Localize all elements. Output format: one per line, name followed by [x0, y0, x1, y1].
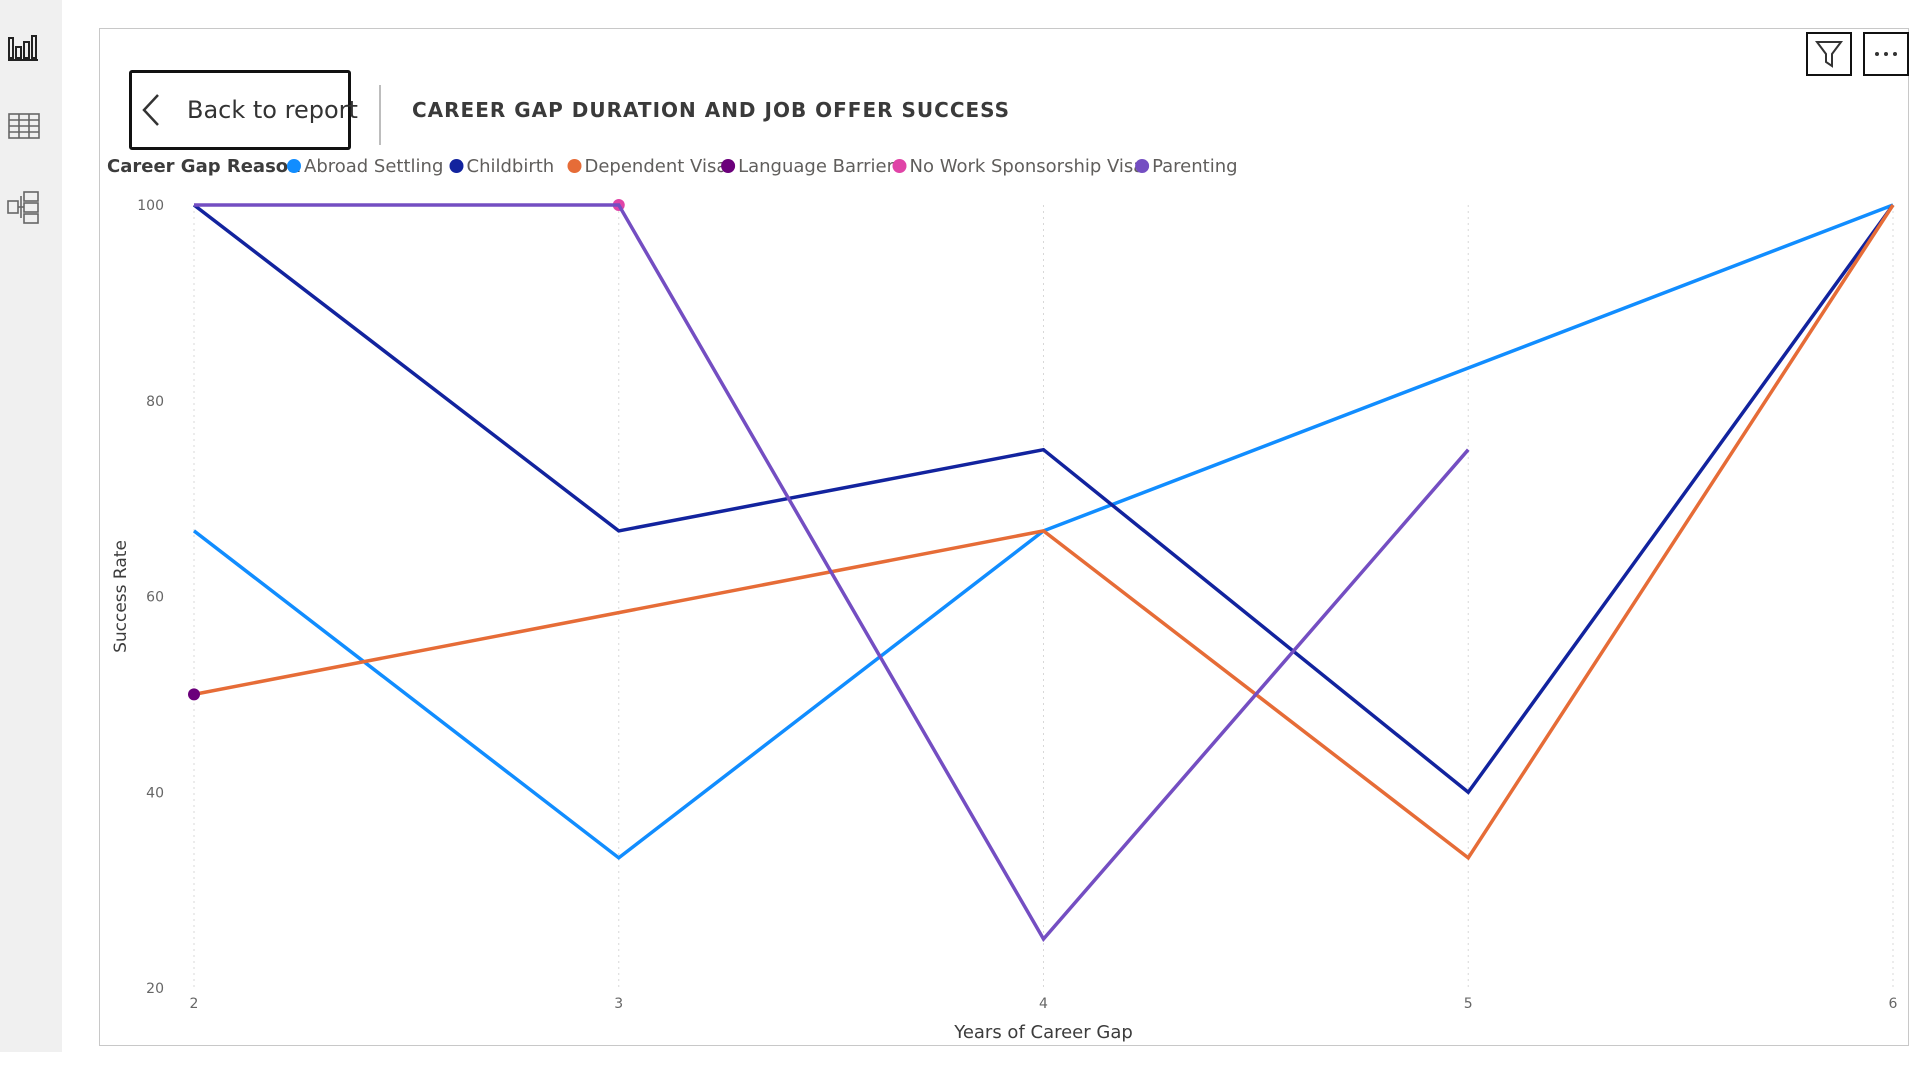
model-view-icon[interactable] — [7, 190, 41, 224]
x-tick-label: 3 — [614, 996, 623, 1012]
y-tick-label: 100 — [137, 198, 164, 214]
more-options-icon — [1875, 52, 1897, 56]
left-navigation-rail — [0, 0, 62, 1052]
x-tick-label: 5 — [1464, 996, 1473, 1012]
series-line-abroad-settling[interactable] — [192, 203, 1894, 861]
legend-marker[interactable] — [721, 159, 736, 173]
back-button-label: Back to report — [187, 96, 358, 124]
report-view-icon[interactable] — [7, 30, 41, 64]
legend-marker[interactable] — [892, 159, 907, 173]
x-axis-title: Years of Career Gap — [953, 1022, 1133, 1043]
series-line-parenting[interactable] — [194, 203, 1470, 943]
header-divider — [379, 85, 381, 145]
x-tick-label: 6 — [1889, 996, 1898, 1012]
series-line-childbirth[interactable] — [192, 203, 1895, 795]
y-tick-label: 80 — [146, 394, 164, 410]
legend-item[interactable]: Language Barrier — [738, 156, 894, 177]
x-tick-label: 4 — [1039, 996, 1048, 1012]
filter-icon — [1815, 41, 1843, 68]
x-tick-label: 2 — [190, 996, 199, 1012]
legend-title: Career Gap Reason — [107, 156, 301, 177]
visual-card: Back to report CAREER GAP DURATION AND J… — [99, 28, 1909, 1046]
y-tick-label: 60 — [146, 590, 164, 606]
y-tick-label: 40 — [146, 785, 164, 801]
more-options-button[interactable] — [1863, 32, 1909, 76]
legend-marker[interactable] — [1135, 159, 1150, 173]
legend-item[interactable]: No Work Sponsorship Visa — [910, 156, 1145, 177]
legend-item[interactable]: Dependent Visa — [585, 156, 728, 177]
legend-item[interactable]: Childbirth — [467, 156, 555, 177]
legend-marker[interactable] — [287, 159, 301, 173]
y-axis-title: Success Rate — [111, 540, 131, 653]
legend-marker[interactable] — [567, 159, 582, 173]
line-chart: Career Gap Reason Abroad Settling Childbir… — [107, 156, 1898, 1043]
legend-item[interactable]: Abroad Settling — [304, 156, 443, 177]
chevron-left-icon — [142, 94, 159, 126]
legend-item[interactable]: Parenting — [1152, 156, 1237, 177]
filter-button[interactable] — [1806, 32, 1852, 76]
chart-title: CAREER GAP DURATION AND JOB OFFER SUCCES… — [412, 98, 1011, 122]
back-to-report-button[interactable]: Back to report — [129, 70, 358, 150]
legend-marker[interactable] — [449, 159, 464, 173]
data-point-language-barrier[interactable] — [188, 688, 200, 701]
table-view-icon[interactable] — [7, 109, 41, 143]
y-tick-label: 20 — [146, 981, 164, 997]
